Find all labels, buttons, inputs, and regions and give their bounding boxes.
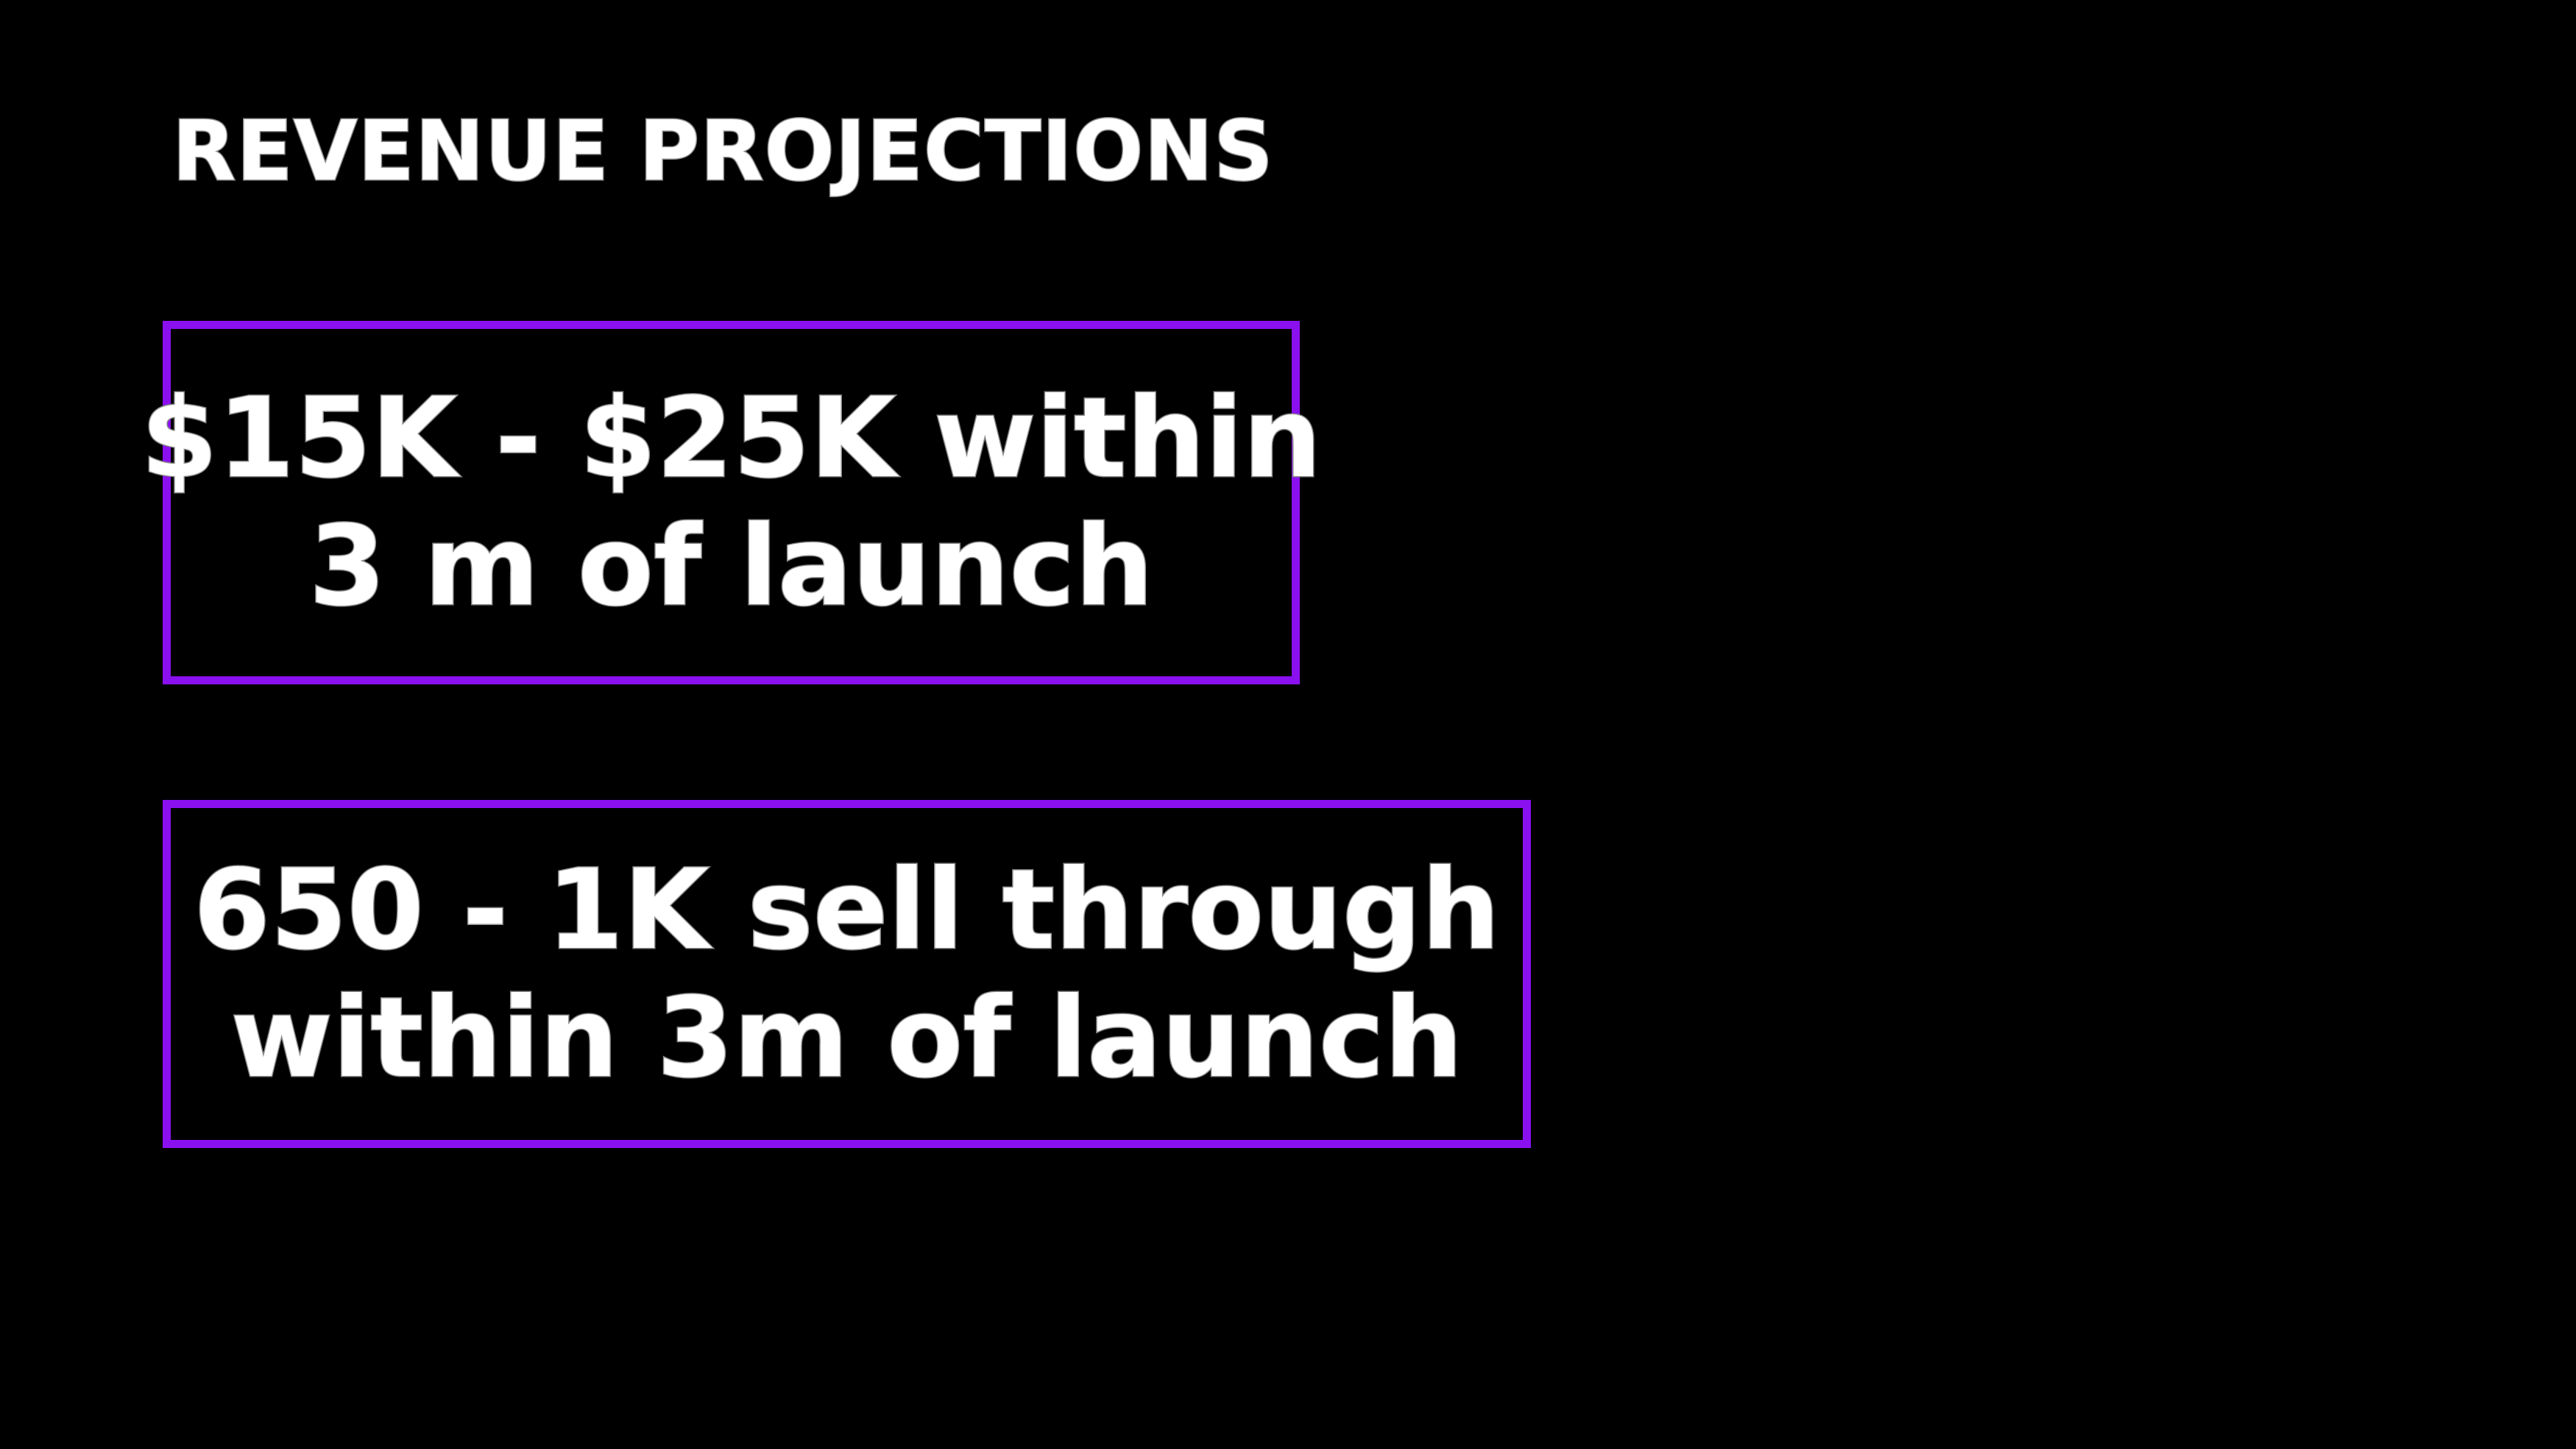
slide-title: REVENUE PROJECTIONS — [171, 104, 1275, 199]
sell-through-projection-box: 650 - 1K sell through within 3m of launc… — [163, 800, 1531, 1148]
sell-through-line-1: 650 - 1K sell through — [192, 845, 1501, 975]
revenue-projection-line-2: 3 m of launch — [308, 502, 1155, 632]
sell-through-line-2: within 3m of launch — [230, 973, 1464, 1103]
revenue-projection-box: $15K - $25K within 3 m of launch — [140, 321, 1323, 684]
revenue-projection-line-1: $15K - $25K within — [140, 374, 1323, 504]
